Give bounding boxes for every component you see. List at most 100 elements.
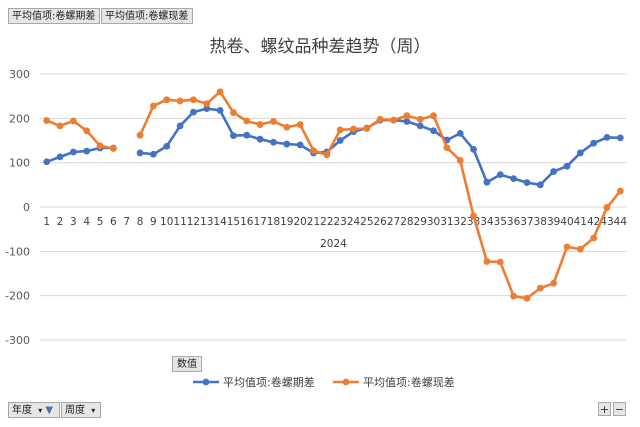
- data-point[interactable]: [483, 178, 491, 186]
- data-point[interactable]: [323, 151, 331, 159]
- data-point[interactable]: [510, 175, 518, 183]
- data-point[interactable]: [510, 292, 518, 300]
- data-point[interactable]: [456, 130, 464, 137]
- data-point[interactable]: [416, 115, 424, 123]
- data-point[interactable]: [563, 162, 571, 170]
- data-point[interactable]: [190, 96, 197, 104]
- data-point[interactable]: [403, 112, 411, 120]
- series-1: [43, 105, 624, 189]
- y-tick-label: 300: [9, 68, 30, 81]
- x-tick-label: 7: [123, 216, 130, 228]
- data-point[interactable]: [390, 116, 397, 124]
- x-tick-label: 32: [454, 216, 467, 228]
- week-filter-label: 周度: [65, 405, 85, 416]
- data-point[interactable]: [230, 109, 237, 116]
- field-button-futures-spread[interactable]: 平均值项:卷螺期差: [8, 8, 100, 24]
- data-point[interactable]: [149, 102, 157, 110]
- data-point[interactable]: [216, 88, 224, 96]
- data-point[interactable]: [203, 100, 211, 108]
- data-point[interactable]: [456, 157, 464, 164]
- expand-button[interactable]: +: [598, 402, 611, 416]
- data-point[interactable]: [590, 234, 598, 242]
- data-point[interactable]: [83, 127, 91, 135]
- data-point[interactable]: [430, 112, 437, 120]
- x-tick-label: 42: [587, 216, 600, 228]
- x-tick-label: 29: [414, 216, 427, 228]
- x-tick-label: 43: [600, 216, 613, 228]
- data-point[interactable]: [296, 121, 304, 128]
- data-point[interactable]: [69, 148, 77, 156]
- data-point[interactable]: [283, 123, 291, 131]
- data-point[interactable]: [69, 117, 77, 125]
- data-point[interactable]: [443, 144, 451, 151]
- data-point[interactable]: [536, 284, 544, 292]
- data-point[interactable]: [243, 131, 251, 139]
- x-tick-label: 39: [547, 216, 560, 228]
- data-point[interactable]: [310, 147, 317, 155]
- data-point[interactable]: [523, 294, 531, 302]
- data-point[interactable]: [216, 106, 224, 114]
- data-point[interactable]: [136, 149, 144, 157]
- data-point[interactable]: [230, 132, 237, 140]
- data-point[interactable]: [336, 126, 344, 134]
- data-point[interactable]: [256, 121, 264, 128]
- data-point[interactable]: [376, 115, 384, 123]
- data-point[interactable]: [496, 258, 504, 266]
- data-point[interactable]: [563, 243, 571, 251]
- data-point[interactable]: [603, 133, 611, 141]
- data-point[interactable]: [403, 118, 411, 125]
- year-filter-button[interactable]: 年度 ▾ ▼: [8, 402, 60, 418]
- x-tick-label: 30: [427, 216, 440, 228]
- legend-item: 平均值项:卷螺期差: [193, 375, 315, 389]
- data-point[interactable]: [616, 134, 624, 142]
- data-point[interactable]: [470, 212, 477, 220]
- legend-marker: [342, 378, 350, 386]
- data-point[interactable]: [550, 279, 558, 287]
- data-point[interactable]: [96, 142, 104, 150]
- data-point[interactable]: [243, 117, 251, 125]
- data-point[interactable]: [136, 131, 144, 139]
- data-point[interactable]: [203, 105, 211, 112]
- data-point[interactable]: [43, 117, 51, 124]
- y-tick-label: 100: [9, 157, 30, 170]
- values-field-button[interactable]: 数值: [172, 356, 202, 372]
- data-point[interactable]: [430, 127, 437, 135]
- data-point[interactable]: [350, 125, 357, 133]
- data-point[interactable]: [496, 171, 504, 179]
- data-point[interactable]: [56, 122, 64, 130]
- data-point[interactable]: [43, 158, 51, 166]
- data-point[interactable]: [576, 149, 584, 157]
- data-point[interactable]: [483, 258, 491, 265]
- x-tick-label: 4: [83, 216, 90, 228]
- data-point[interactable]: [190, 108, 197, 116]
- data-point[interactable]: [523, 179, 531, 187]
- data-point[interactable]: [470, 145, 477, 153]
- series-layer: [43, 88, 624, 302]
- data-point[interactable]: [149, 150, 157, 158]
- data-point[interactable]: [336, 137, 344, 144]
- data-point[interactable]: [56, 153, 64, 161]
- field-button-spot-spread[interactable]: 平均值项:卷螺现差: [101, 8, 193, 24]
- data-point[interactable]: [416, 122, 424, 130]
- data-point[interactable]: [270, 118, 277, 125]
- data-point[interactable]: [536, 181, 544, 189]
- data-point[interactable]: [590, 139, 598, 147]
- data-point[interactable]: [163, 142, 171, 150]
- data-point[interactable]: [283, 140, 291, 148]
- data-point[interactable]: [176, 97, 184, 105]
- data-point[interactable]: [550, 168, 558, 175]
- data-point[interactable]: [83, 147, 91, 155]
- week-filter-button[interactable]: 周度 ▾: [61, 402, 101, 418]
- data-point[interactable]: [576, 245, 584, 253]
- data-point[interactable]: [176, 122, 184, 130]
- data-point[interactable]: [616, 187, 624, 195]
- data-point[interactable]: [296, 141, 304, 149]
- data-point[interactable]: [363, 125, 371, 132]
- data-point[interactable]: [163, 96, 171, 104]
- collapse-button[interactable]: −: [613, 402, 626, 416]
- data-point[interactable]: [270, 138, 277, 146]
- data-point[interactable]: [256, 135, 264, 143]
- data-point[interactable]: [109, 145, 117, 152]
- data-point[interactable]: [603, 204, 611, 211]
